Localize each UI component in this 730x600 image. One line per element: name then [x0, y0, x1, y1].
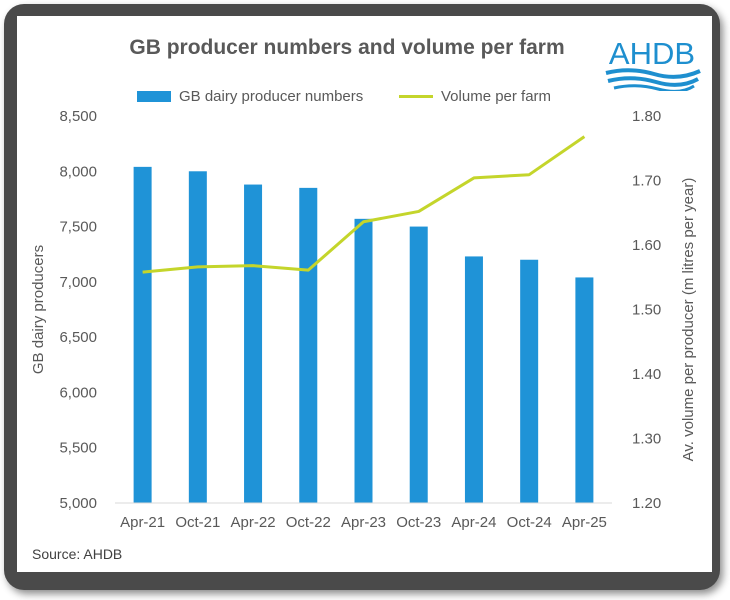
y2-tick-label: 1.80	[632, 108, 661, 125]
x-tick-label: Oct-23	[396, 514, 441, 531]
y-tick-label: 8,500	[59, 108, 97, 125]
source-note: Source: AHDB	[32, 546, 123, 562]
y-axis-right-ticks: 1.20 1.30 1.40 1.50 1.60 1.70 1.80	[632, 108, 661, 512]
chart-panel: GB producer numbers and volume per farm …	[17, 16, 712, 572]
legend-label-volume: Volume per farm	[441, 88, 552, 105]
y2-tick-label: 1.50	[632, 302, 661, 319]
bar	[188, 171, 207, 504]
x-tick-label: Apr-23	[341, 514, 386, 531]
y2-tick-label: 1.40	[632, 366, 661, 383]
ahdb-logo-text: AHDB	[609, 36, 695, 71]
bar-series	[133, 166, 594, 504]
y2-tick-label: 1.30	[632, 431, 661, 448]
x-axis-ticks: Apr-21 Oct-21 Apr-22 Oct-22 Apr-23 Oct-23 Apr-…	[120, 514, 607, 531]
x-tick-label: Apr-22	[231, 514, 276, 531]
x-tick-label: Apr-25	[562, 514, 607, 531]
x-tick-label: Oct-21	[175, 514, 220, 531]
bar	[133, 166, 152, 503]
y2-tick-label: 1.70	[632, 173, 661, 190]
bar	[520, 259, 539, 503]
y-tick-label: 8,000	[59, 163, 97, 180]
bar	[244, 184, 263, 503]
bar	[464, 256, 483, 503]
bar	[354, 218, 373, 503]
x-tick-label: Oct-22	[286, 514, 331, 531]
legend-swatch-line	[399, 95, 433, 98]
y2-tick-label: 1.60	[632, 237, 661, 254]
line-series	[142, 135, 586, 274]
legend-item-producers: GB dairy producer numbers	[137, 88, 363, 105]
y-tick-label: 6,000	[59, 384, 97, 401]
chart-plot: 5,000 5,500 6,000 6,500 7,000 7,500 8,000 8,500…	[30, 108, 697, 531]
y-axis-left-title: GB dairy producers	[30, 245, 47, 374]
ahdb-logo: AHDB	[605, 36, 701, 91]
y-tick-label: 5,000	[59, 495, 97, 512]
legend-swatch-bar	[137, 91, 171, 102]
y-tick-label: 6,500	[59, 329, 97, 346]
x-tick-label: Apr-21	[120, 514, 165, 531]
y-tick-label: 5,500	[59, 440, 97, 457]
x-tick-label: Apr-24	[451, 514, 496, 531]
y-axis-right-title: Av. volume per producer (m litres per ye…	[680, 178, 697, 462]
chart-frame: GB producer numbers and volume per farm …	[4, 4, 720, 590]
y-tick-label: 7,000	[59, 274, 97, 291]
y2-tick-label: 1.20	[632, 495, 661, 512]
chart-legend: GB dairy producer numbers Volume per far…	[137, 88, 617, 112]
legend-label-producers: GB dairy producer numbers	[179, 88, 364, 105]
bar	[299, 187, 318, 503]
bar	[409, 226, 428, 504]
y-axis-left-ticks: 5,000 5,500 6,000 6,500 7,000 7,500 8,000 8,500	[59, 108, 97, 512]
legend-item-volume: Volume per farm	[399, 88, 551, 105]
y-tick-label: 7,500	[59, 219, 97, 236]
chart-title: GB producer numbers and volume per farm	[129, 36, 565, 59]
volume-line	[142, 135, 586, 274]
bar	[575, 277, 594, 503]
x-tick-label: Oct-24	[507, 514, 552, 531]
